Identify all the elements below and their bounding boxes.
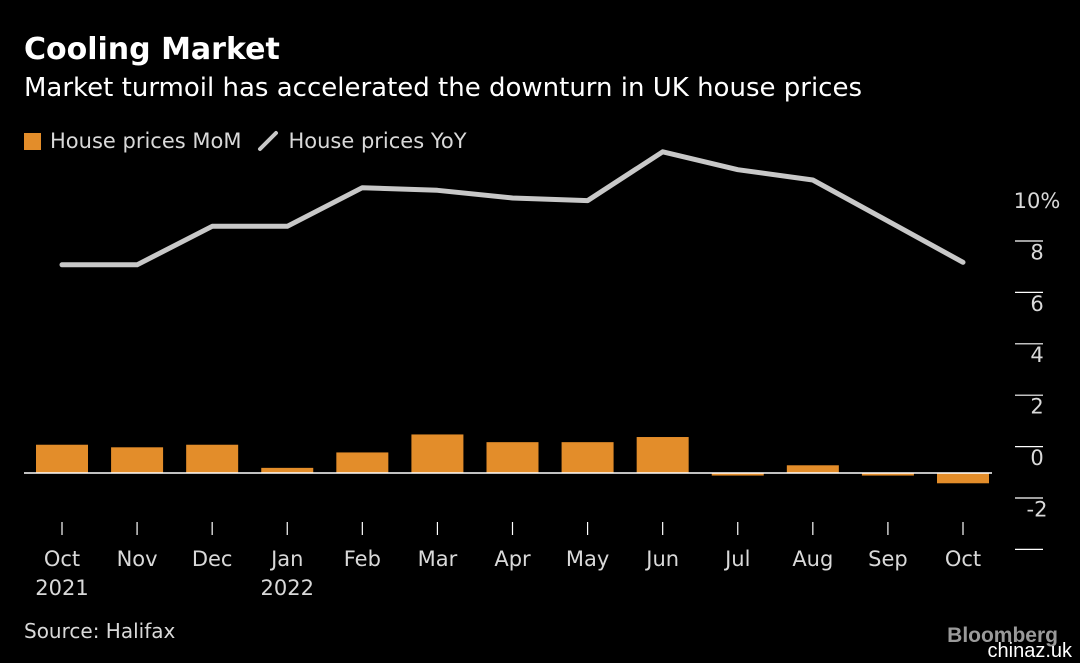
x-tick-label-9: Jul [723, 547, 750, 571]
y-tick-label-2: 6 [1030, 292, 1043, 316]
x-tick-label-12: Oct [945, 547, 981, 571]
bar-mom-10 [786, 465, 839, 473]
legend-item-mom: House prices MoM [24, 129, 241, 153]
y-tick-label-0: 10% [1014, 189, 1061, 213]
bar-mom-11 [861, 473, 914, 476]
x-tick-sublabel-0: 2021 [35, 576, 88, 600]
line-swatch-icon [258, 131, 279, 151]
bar-mom-4 [336, 452, 389, 473]
x-tick-sublabel-3: 2022 [261, 576, 314, 600]
bar-mom-3 [261, 467, 314, 473]
bar-mom-6 [486, 442, 539, 473]
bar-mom-5 [411, 434, 464, 473]
y-tick-label-1: 8 [1030, 240, 1043, 264]
y-tick-label-3: 4 [1030, 343, 1043, 367]
x-tick-label-7: May [566, 547, 609, 571]
bar-swatch-icon [24, 132, 41, 150]
line-yoy [59, 149, 966, 268]
x-tick-label-3: Jan [269, 547, 303, 571]
bar-mom-8 [636, 437, 689, 473]
legend-label-yoy: House prices YoY [288, 129, 467, 153]
chart-title: Cooling Market [24, 32, 280, 67]
legend-item-yoy: House prices YoY [257, 129, 467, 153]
x-tick-label-11: Sep [868, 547, 908, 571]
bar-mom-9 [711, 473, 764, 476]
bar-mom-2 [186, 444, 239, 473]
x-tick-label-1: Nov [117, 547, 158, 571]
x-tick-label-10: Aug [792, 547, 833, 571]
bar-mom-0 [36, 444, 88, 473]
y-tick-label-4: 2 [1030, 395, 1043, 419]
chart-subtitle: Market turmoil has accelerated the downt… [24, 73, 863, 103]
x-tick-label-0: Oct [44, 547, 80, 571]
bar-mom-12 [937, 473, 989, 484]
x-tick-label-6: Apr [494, 547, 531, 571]
y-tick-label-5: 0 [1030, 446, 1043, 470]
x-tick-label-5: Mar [418, 547, 458, 571]
watermark-text: chinaz.uk [987, 640, 1073, 662]
chart-legend: House prices MoM House prices YoY [24, 124, 467, 158]
x-tick-label-8: Jun [644, 547, 679, 571]
y-tick-label-6: -2 [1027, 497, 1048, 521]
source-note: Source: Halifax [24, 619, 176, 643]
bar-mom-7 [561, 442, 614, 473]
x-tick-label-4: Feb [344, 547, 381, 571]
x-tick-label-2: Dec [192, 547, 233, 571]
brand-logo: Bloomberg [947, 624, 1058, 647]
bar-mom-1 [111, 447, 164, 473]
legend-label-mom: House prices MoM [50, 129, 242, 153]
